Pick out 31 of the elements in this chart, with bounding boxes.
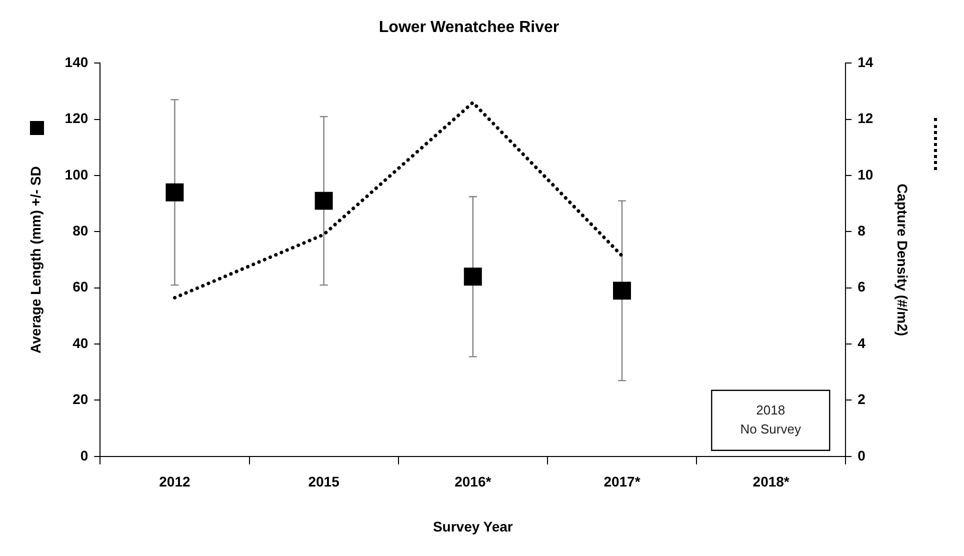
y2-axis-title: Capture Density (#/m2) bbox=[894, 184, 911, 336]
y2-tick-label: 6 bbox=[858, 278, 866, 295]
x-tick-label: 2018* bbox=[752, 474, 790, 490]
y-tick-label: 120 bbox=[64, 110, 88, 126]
point bbox=[464, 268, 482, 286]
y-tick-label: 40 bbox=[72, 334, 88, 351]
y-axis-title: Average Length (mm) +/- SD bbox=[27, 166, 44, 354]
y2-tick-label: 4 bbox=[858, 334, 866, 351]
x-axis-title: Survey Year bbox=[432, 518, 514, 534]
y2-tick-label: 12 bbox=[858, 110, 874, 126]
x-tick-label: 2012 bbox=[159, 474, 190, 490]
y-tick-label: 100 bbox=[64, 166, 88, 182]
point bbox=[314, 192, 333, 210]
y-tick-label: 140 bbox=[64, 54, 88, 70]
y2-tick-label: 0 bbox=[858, 447, 866, 464]
y-tick-label: 80 bbox=[72, 222, 88, 239]
y2-tick-label: 8 bbox=[858, 222, 866, 239]
y-tick-label: 0 bbox=[80, 447, 88, 464]
y2-tick-label: 14 bbox=[858, 54, 874, 70]
x-tick-label: 2017* bbox=[604, 474, 641, 490]
line-series bbox=[172, 100, 624, 300]
x-tick-label: 2016* bbox=[454, 474, 492, 490]
y2-tick-label: 2 bbox=[858, 391, 866, 408]
y-tick-label: 60 bbox=[72, 278, 88, 295]
point bbox=[613, 282, 631, 300]
point bbox=[166, 183, 184, 202]
chart-title: Lower Wenatchee River bbox=[378, 19, 560, 36]
y2-tick-label: 10 bbox=[858, 166, 874, 182]
x-tick-label: 2015 bbox=[308, 474, 340, 490]
y-tick-label: 20 bbox=[72, 391, 88, 408]
annotation: 2018 No Survey bbox=[740, 402, 802, 436]
